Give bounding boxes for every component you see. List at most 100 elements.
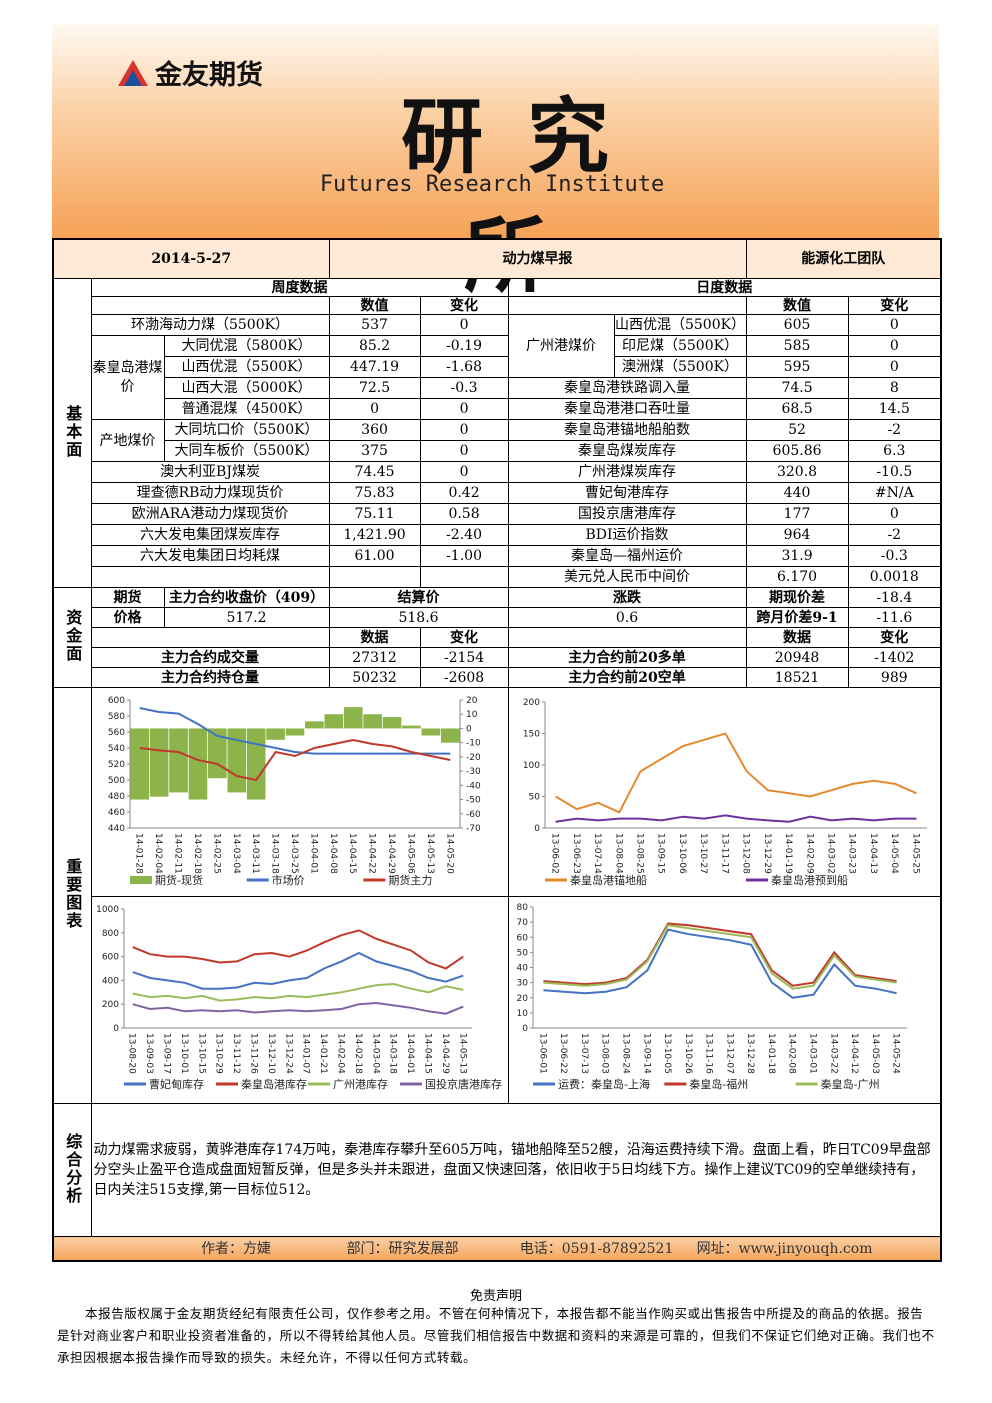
cell: 18521 — [745, 667, 849, 688]
cell: 秦皇岛煤炭库存 — [507, 440, 747, 462]
x-tick-label: 13-07-14 — [592, 833, 602, 874]
cell: 环渤海动力煤（5500K） — [90, 314, 330, 336]
line-series — [131, 1001, 464, 1015]
x-tick-label: 13-10-05 — [662, 1033, 672, 1074]
bar — [129, 728, 149, 800]
legend-label: 秦皇岛-福州 — [689, 1077, 748, 1091]
cell: 68.5 — [745, 398, 849, 420]
chart: 0 10 20 30 40 50 60 70 80 13-06-01 13-06-22 13-07-1… — [516, 903, 907, 1091]
bar — [149, 728, 168, 797]
line-series — [554, 814, 916, 823]
cell: 秦皇岛港铁路调入量 — [507, 377, 747, 399]
cell: 50232 — [328, 667, 421, 688]
cell: 主力合约成交量 — [90, 647, 330, 668]
bar — [362, 714, 382, 729]
x-tick-label: 13-08-25 — [634, 833, 644, 874]
line-series — [554, 732, 917, 814]
x-tick-label: 14-03-04 — [370, 1033, 380, 1074]
y-tick-label: 500 — [107, 776, 124, 786]
x-tick-label: 14-02-04 — [153, 833, 163, 874]
cell: 177 — [745, 503, 849, 525]
y2-tick-label: -70 — [466, 824, 481, 834]
cell: 广州港煤价 — [507, 314, 615, 378]
y-tick-label: 560 — [107, 728, 124, 738]
cell: 广州港煤炭库存 — [507, 461, 747, 483]
cell: 0.42 — [419, 482, 509, 504]
x-tick-label: 14-01-19 — [783, 833, 793, 874]
x-tick-label: 14-05-13 — [424, 833, 434, 874]
cell: -0.3 — [847, 545, 942, 567]
x-tick-label: 13-10-29 — [213, 1033, 223, 1074]
y-tick-label: 480 — [107, 792, 124, 802]
cell: 6.170 — [745, 566, 849, 588]
x-tick-label: 14-04-12 — [849, 1033, 859, 1074]
x-tick-label: 14-03-04 — [230, 833, 240, 874]
bar — [246, 728, 265, 800]
cell: 大同优混（5800K） — [163, 335, 330, 357]
x-tick-label: 14-02-25 — [211, 833, 221, 874]
y2-tick-label: -40 — [466, 781, 481, 791]
x-tick-label: 14-03-25 — [289, 833, 299, 874]
cell: 6.3 — [847, 440, 942, 462]
line-series — [131, 951, 464, 990]
cell: 517.2 — [163, 607, 330, 628]
cell: 山西优混（5500K） — [163, 356, 330, 378]
cell: 主力合约持仓量 — [90, 667, 330, 688]
cell: 0 — [847, 314, 942, 336]
legend-label: 秦皇岛港锚地船 — [570, 873, 647, 887]
x-tick-label: 13-09-17 — [161, 1033, 171, 1074]
cell: 大同坑口价（5500K） — [163, 419, 330, 441]
report-subtitle: Futures Research Institute — [319, 172, 665, 197]
cell: 六大发电集团煤炭库存 — [90, 524, 330, 546]
x-tick-label: 14-05-04 — [889, 833, 899, 874]
cell: 期现价差 — [745, 587, 849, 608]
y-tick-label: 440 — [107, 824, 124, 834]
cell: 61.00 — [328, 545, 421, 567]
x-tick-label: 13-10-06 — [676, 833, 686, 874]
y-tick-label: 0 — [113, 1024, 119, 1034]
bar — [382, 717, 401, 729]
cell: -1402 — [847, 647, 942, 668]
cell: -2 — [847, 524, 942, 546]
cell: 秦皇岛—福州运价 — [507, 545, 747, 567]
cell: 大同车板价（5500K） — [163, 440, 330, 462]
x-tick-label: 14-02-18 — [352, 1033, 362, 1074]
x-tick-label: 14-04-15 — [422, 1033, 432, 1074]
x-tick-label: 14-05-24 — [890, 1033, 900, 1074]
x-tick-label: 13-08-03 — [599, 1033, 609, 1074]
cell: 基本面 — [52, 278, 92, 588]
analysis-text: 动力煤需求疲弱，黄骅港库存174万吨，秦港库存攀升至605万吨，锚地船降至52艘… — [90, 1103, 942, 1237]
line-series — [131, 929, 464, 970]
x-tick-label: 14-04-13 — [867, 833, 877, 874]
y-tick-label: 50 — [516, 948, 528, 958]
header-banner: 金友期货 研究所 Futures Research Institute — [52, 23, 939, 304]
chart: 0 200 400 600 800 1000 13-08-20 13-09-03 13-09-1… — [96, 905, 502, 1091]
cell: 0.58 — [419, 503, 509, 525]
y-tick-label: 400 — [101, 976, 118, 986]
chart: 0 50 100 150 200 13-06-02 13-06-23 13-07-14 13-0… — [522, 698, 927, 887]
legend-label: 广州港库存 — [333, 1077, 388, 1091]
cell: 主力合约前20多单 — [507, 647, 747, 668]
y-tick-label: 100 — [522, 761, 539, 771]
bar — [343, 707, 363, 729]
x-tick-label: 14-01-07 — [300, 1033, 310, 1074]
y-tick-label: 200 — [101, 1000, 118, 1010]
x-tick-label: 13-12-07 — [724, 1033, 734, 1074]
report-table: 2014-5-27 动力煤早报 能源化工团队 基本面 周度数据 日度数据 数值变… — [52, 238, 943, 1262]
x-tick-label: 13-11-12 — [231, 1033, 241, 1074]
cell: 六大发电集团日均耗煤 — [90, 545, 330, 567]
cell: 605 — [745, 314, 849, 336]
x-tick-label: 14-03-18 — [269, 833, 279, 874]
legend-label: 期货主力 — [388, 873, 432, 887]
x-tick-label: 13-11-17 — [719, 833, 729, 874]
cell: 20948 — [745, 647, 849, 668]
bar — [421, 728, 440, 736]
x-tick-label: 14-03-02 — [825, 833, 835, 874]
y-tick-label: 20 — [516, 994, 528, 1004]
line-series — [138, 707, 450, 755]
report-team: 能源化工团队 — [745, 238, 942, 279]
x-tick-label: 13-10-01 — [178, 1033, 188, 1074]
cell: 595 — [745, 356, 849, 378]
cell: 澳大利亚BJ煤炭 — [90, 461, 330, 483]
